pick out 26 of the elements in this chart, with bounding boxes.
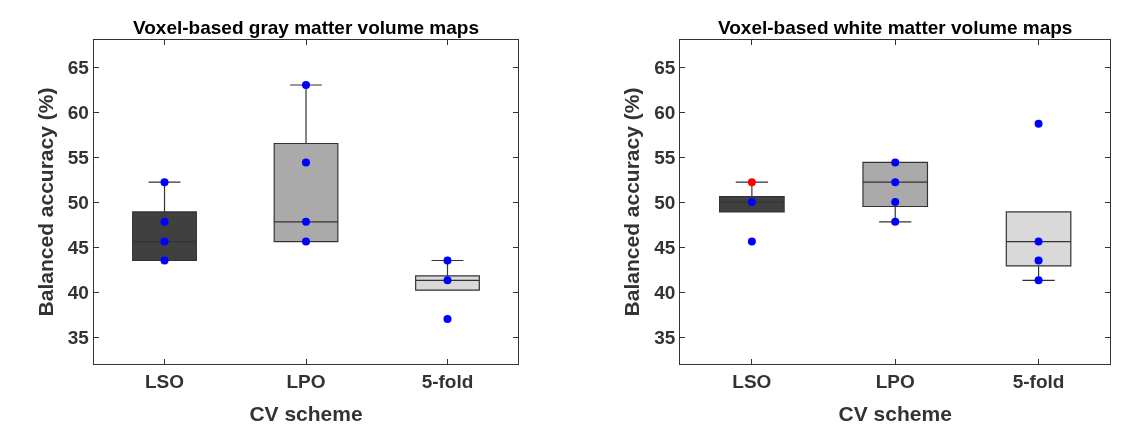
y-tick-label: 40 (654, 281, 676, 303)
y-tick-label: 65 (654, 56, 676, 78)
y-tick-label: 65 (67, 56, 90, 78)
y-tick-label: 50 (67, 191, 89, 213)
y-tick-label: 35 (654, 326, 676, 348)
y-tick-label: 50 (654, 191, 676, 213)
x-tick-label: 5-fold (421, 370, 474, 392)
chart-title: Voxel-based white matter volume maps (718, 17, 1073, 38)
chart-title: Voxel-based gray matter volume maps (133, 17, 479, 38)
y-axis-title: Balanced accuracy (%) (33, 87, 57, 317)
x-tick-label: LSO (732, 370, 772, 392)
x-tick-label: 5-fold (1012, 370, 1065, 392)
y-tick-label: 60 (654, 101, 676, 123)
y-tick-label: 55 (654, 146, 676, 168)
y-tick-label: 35 (67, 326, 90, 348)
y-tick-label: 45 (67, 236, 90, 258)
y-tick-label: 55 (67, 146, 90, 168)
y-tick-label: 45 (654, 236, 676, 258)
x-tick-label: LPO (875, 370, 915, 392)
x-tick-label: LSO (144, 370, 185, 392)
x-axis-title: CV scheme (249, 402, 363, 426)
y-tick-label: 60 (67, 101, 89, 123)
x-axis-title: CV scheme (838, 402, 952, 426)
y-axis-title: Balanced accuracy (%) (620, 87, 644, 317)
x-tick-label: LPO (286, 370, 326, 392)
y-tick-label: 40 (67, 281, 89, 303)
